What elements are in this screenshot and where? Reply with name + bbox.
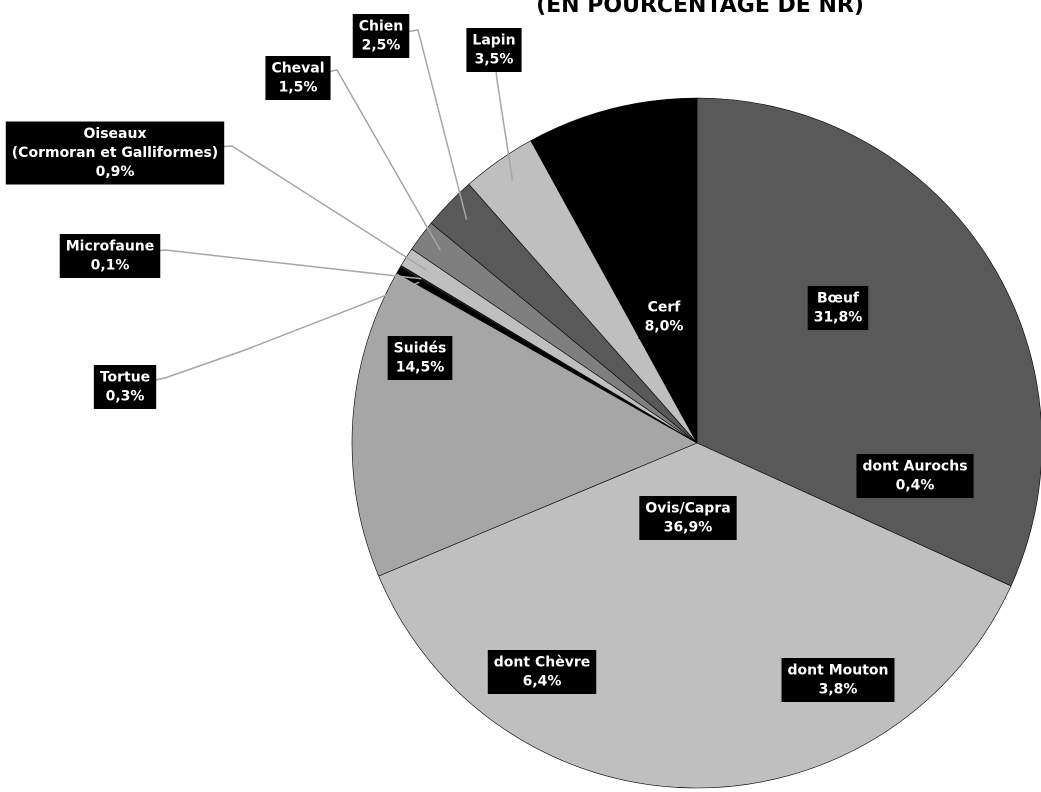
- data-label: Tortue: [100, 370, 150, 386]
- data-label-group: dont Aurochs 0,4%: [856, 454, 973, 498]
- data-label: 36,9%: [664, 520, 713, 536]
- data-label-group: dont Chèvre 6,4%: [488, 650, 596, 694]
- data-label: Oiseaux: [84, 126, 147, 142]
- chart-title: (EN POURCENTAGE DE NR): [536, 0, 864, 18]
- data-label-group: Suidés 14,5%: [388, 336, 453, 380]
- data-label-group: Ovis/Capra 36,9%: [639, 496, 736, 540]
- data-label: 0,9%: [96, 164, 135, 180]
- data-label: Ovis/Capra: [645, 501, 730, 517]
- data-label-group: Bœuf 31,8%: [808, 286, 869, 330]
- data-label-group: Lapin 3,5%: [466, 28, 521, 72]
- data-label: Bœuf: [817, 291, 860, 307]
- data-label: 3,5%: [475, 52, 514, 68]
- data-label-group: Chien 2,5%: [353, 14, 410, 58]
- data-label-group: Microfaune 0,1%: [60, 234, 161, 278]
- data-label: 6,4%: [523, 674, 562, 690]
- data-label: Cheval: [271, 61, 324, 77]
- data-label: 0,3%: [106, 389, 145, 405]
- data-label-group: dont Mouton 3,8%: [782, 658, 895, 702]
- data-label-group: Cerf 8,0%: [639, 295, 690, 339]
- data-label: dont Chèvre: [494, 655, 590, 671]
- data-label: 3,8%: [819, 682, 858, 698]
- data-label: Microfaune: [66, 239, 155, 255]
- data-label-group: Cheval 1,5%: [265, 56, 330, 100]
- data-label: 0,1%: [91, 258, 130, 274]
- data-label: dont Aurochs: [862, 459, 967, 475]
- data-label: 2,5%: [362, 38, 401, 54]
- data-label: Chien: [359, 19, 404, 35]
- leader-line: [381, 30, 467, 220]
- data-label: 31,8%: [814, 310, 863, 326]
- data-label-group: Oiseaux (Cormoran et Galliformes) 0,9%: [6, 122, 224, 185]
- data-label: 8,0%: [645, 319, 684, 335]
- data-label: Cerf: [648, 300, 682, 316]
- data-label: dont Mouton: [788, 663, 889, 679]
- data-label: Lapin: [472, 33, 515, 49]
- data-label: 1,5%: [279, 80, 318, 96]
- data-label: 14,5%: [396, 360, 445, 376]
- data-label: 0,4%: [896, 478, 935, 494]
- data-label-group: Tortue 0,3%: [94, 365, 156, 409]
- data-label: Suidés: [394, 341, 447, 357]
- chart: (EN POURCENTAGE DE NR) Bœuf 31,8% Ovis/Cap…: [0, 0, 1041, 792]
- data-label: (Cormoran et Galliformes): [12, 145, 218, 161]
